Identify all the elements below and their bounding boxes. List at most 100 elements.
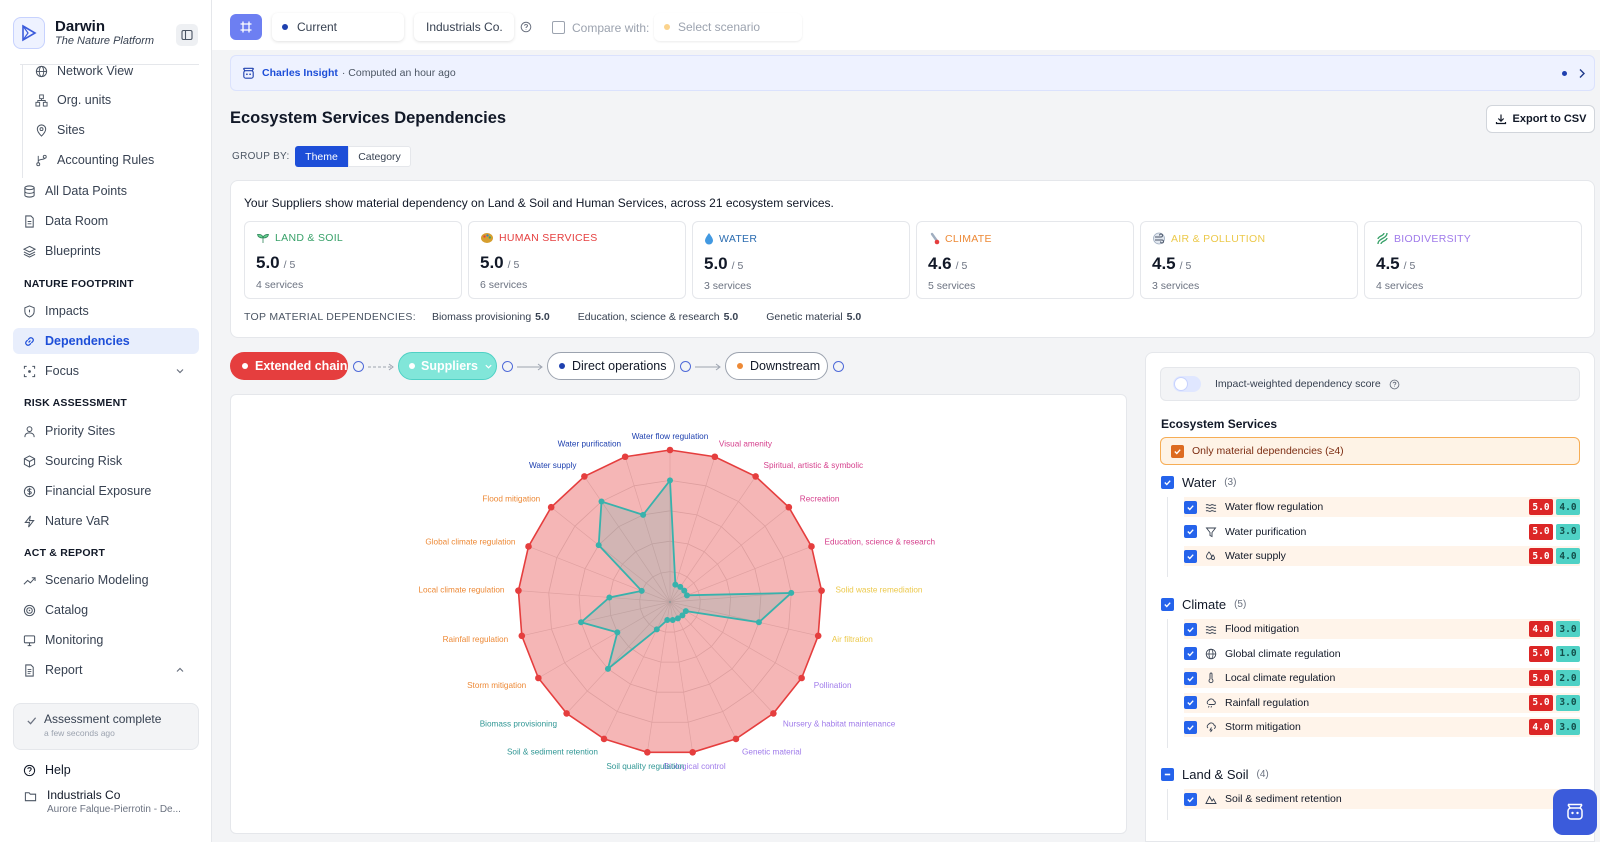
theme-card-climate[interactable]: CLIMATE 4.6/ 5 5 services	[916, 221, 1134, 299]
card-services: 5 services	[928, 280, 976, 292]
axis-label: Spiritual, artistic & symbolic	[764, 461, 864, 470]
grid-ring	[639, 571, 701, 633]
chevron-right-icon[interactable]	[1578, 68, 1586, 79]
service-group-header[interactable]: Land & Soil (4)	[1161, 767, 1269, 782]
robot-icon	[242, 67, 255, 79]
data-point	[755, 619, 762, 626]
group-by-theme-tab[interactable]: Theme	[295, 146, 348, 167]
company-select[interactable]: Industrials Co.	[414, 13, 514, 41]
brand[interactable]: Darwin The Nature Platform	[13, 17, 154, 49]
sidebar-item-catalog[interactable]: Catalog	[13, 597, 199, 623]
service-row[interactable]: Water supply 5.0 4.0	[1184, 546, 1580, 566]
sidebar-item-help[interactable]: Help	[13, 757, 199, 783]
service-checkbox[interactable]	[1184, 500, 1197, 514]
ecosystem-services-title: Ecosystem Services	[1161, 417, 1278, 431]
service-checkbox[interactable]	[1184, 525, 1197, 538]
grid-spoke	[518, 590, 671, 603]
download-icon	[1495, 114, 1506, 125]
group-checkbox[interactable]	[1161, 598, 1174, 611]
sidebar-item-org-units[interactable]: Org. units	[13, 87, 199, 113]
theme-card-water[interactable]: WATER 5.0/ 5 3 services	[692, 221, 910, 299]
material-only-checkbox[interactable]	[1171, 444, 1184, 458]
sidebar-item-report[interactable]: Report	[13, 657, 199, 683]
service-row[interactable]: Water purification 5.0 3.0	[1184, 522, 1580, 542]
service-checkbox[interactable]	[1184, 549, 1197, 563]
sidebar-item-scenario-modeling[interactable]: Scenario Modeling	[13, 567, 199, 593]
arrow-right-icon	[695, 363, 721, 371]
data-point	[563, 710, 570, 717]
axis-label: Biological control	[664, 762, 726, 771]
service-row[interactable]: Rainfall regulation 5.0 3.0	[1184, 692, 1580, 713]
sidebar-item-sites[interactable]: Sites	[13, 117, 199, 143]
sidebar-item-monitoring[interactable]: Monitoring	[13, 627, 199, 653]
chain-downstream-button[interactable]: Downstream	[725, 352, 828, 380]
theme-card-air-pollution[interactable]: AIR & POLLUTION 4.5/ 5 3 services	[1140, 221, 1358, 299]
dependency-score-badge: 5.0	[1529, 645, 1553, 662]
group-checkbox[interactable]	[1161, 768, 1174, 781]
service-checkbox[interactable]	[1184, 671, 1197, 685]
sidebar-item-impacts[interactable]: Impacts	[13, 298, 199, 324]
service-row[interactable]: Flood mitigation 4.0 3.0	[1184, 619, 1580, 639]
info-icon[interactable]	[353, 361, 364, 372]
theme-card-biodiversity[interactable]: BIODIVERSITY 4.5/ 5 4 services	[1364, 221, 1582, 299]
service-row[interactable]: Local climate regulation 5.0 2.0	[1184, 668, 1580, 688]
impact-weighted-switch[interactable]	[1173, 376, 1201, 392]
theme-card-human-services[interactable]: HUMAN SERVICES 5.0/ 5 6 services	[468, 221, 686, 299]
compare-scenario-select[interactable]: Select scenario	[654, 13, 802, 41]
group-by-category-tab[interactable]: Category	[348, 146, 411, 167]
service-checkbox[interactable]	[1184, 622, 1197, 636]
assistant-button[interactable]	[1553, 789, 1597, 835]
sidebar-item-financial-exposure[interactable]: Financial Exposure	[13, 478, 199, 504]
service-group-header[interactable]: Climate (5)	[1161, 597, 1246, 612]
help-circle-icon[interactable]	[1389, 379, 1400, 390]
material-only-filter[interactable]: Only material dependencies (≥4)	[1160, 437, 1580, 465]
group-tree-line	[1167, 619, 1168, 748]
radar-chart: Water flow regulation Visual amenity Spiri…	[418, 432, 935, 771]
sidebar-item-data-room[interactable]: Data Room	[13, 208, 199, 234]
brand-subtitle: The Nature Platform	[55, 34, 155, 47]
service-row[interactable]: Soil & sediment retention5.0	[1184, 789, 1580, 809]
theme-card-land-soil[interactable]: LAND & SOIL 5.0/ 5 4 services	[244, 221, 462, 299]
axis-label: Water flow regulation	[632, 432, 709, 441]
sidebar-collapse-button[interactable]	[176, 24, 198, 46]
impact-weighted-toggle-row[interactable]: Impact-weighted dependency score	[1160, 367, 1580, 401]
org-switcher[interactable]: Industrials Co Aurore Falque-Pierrotin -…	[24, 788, 181, 815]
sidebar-item-all-data-points[interactable]: All Data Points	[13, 178, 199, 204]
chain-extended-button[interactable]: Extended chain	[230, 352, 348, 380]
section-header-risk-assessment: RISK ASSESSMENT	[24, 397, 127, 409]
help-circle-icon[interactable]	[520, 21, 532, 33]
service-checkbox[interactable]	[1184, 696, 1197, 709]
chain-direct-operations-button[interactable]: Direct operations	[547, 352, 675, 380]
service-checkbox[interactable]	[1184, 647, 1197, 660]
group-checkbox[interactable]	[1161, 476, 1174, 489]
sidebar-item-sourcing-risk[interactable]: Sourcing Risk	[13, 448, 199, 474]
data-point	[666, 446, 674, 454]
service-checkbox[interactable]	[1184, 720, 1197, 734]
sidebar-item-dependencies[interactable]: Dependencies	[13, 328, 199, 354]
assessment-status[interactable]: Assessment complete a few seconds ago	[13, 703, 199, 750]
grid-spoke	[669, 601, 694, 753]
data-point	[788, 589, 795, 596]
chain-suppliers-button[interactable]: Suppliers	[398, 352, 497, 380]
service-group-header[interactable]: Water (3)	[1161, 475, 1236, 490]
sidebar-item-priority-sites[interactable]: Priority Sites	[13, 418, 199, 444]
sidebar-item-network-view[interactable]: Network View	[13, 58, 199, 84]
sidebar-item-accounting-rules[interactable]: Accounting Rules	[13, 147, 199, 173]
info-icon[interactable]	[680, 361, 691, 372]
sidebar-item-blueprints[interactable]: Blueprints	[13, 238, 199, 264]
sidebar-item-nature-var[interactable]: Nature VaR	[13, 508, 199, 534]
service-checkbox[interactable]	[1184, 792, 1197, 806]
top-dependency-item: Biomass provisioning 5.0	[432, 311, 550, 323]
view-mode-button[interactable]	[230, 14, 262, 40]
service-row[interactable]: Storm mitigation 4.0 3.0	[1184, 717, 1580, 737]
service-row[interactable]: Global climate regulation 5.0 1.0	[1184, 644, 1580, 664]
info-icon[interactable]	[502, 361, 513, 372]
scenario-current-select[interactable]: Current	[272, 13, 404, 41]
sidebar-item-focus[interactable]: Focus	[13, 358, 199, 384]
info-icon[interactable]	[833, 361, 844, 372]
service-row[interactable]: Water flow regulation 5.0 4.0	[1184, 497, 1580, 517]
insight-banner[interactable]: Charles Insight · Computed an hour ago	[230, 55, 1595, 91]
group-count: (3)	[1224, 477, 1237, 488]
export-csv-button[interactable]: Export to CSV	[1486, 105, 1595, 133]
compare-checkbox[interactable]	[552, 21, 565, 34]
